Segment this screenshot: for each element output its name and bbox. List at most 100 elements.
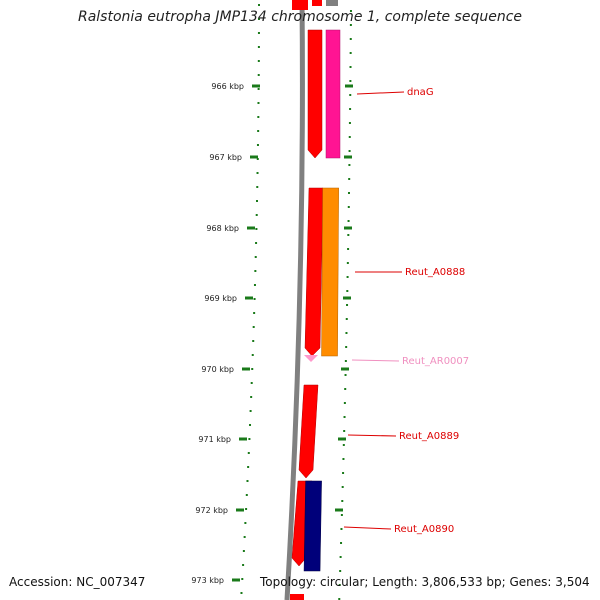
gene-leader-line (356, 91, 405, 95)
ruler-dot (246, 480, 249, 482)
gene-label[interactable]: Reut_A0890 (394, 524, 454, 535)
ruler-dot (345, 318, 348, 320)
ruler-dot (349, 94, 352, 96)
gene-label[interactable]: Reut_A0889 (399, 431, 459, 442)
ruler-dot (257, 60, 260, 62)
rna-arrow (304, 355, 318, 362)
ruler-dot (257, 4, 260, 6)
ruler-dot (348, 150, 351, 152)
ruler-dot (346, 262, 349, 264)
gene-label[interactable]: dnaG (407, 87, 434, 98)
ruler-tick (247, 226, 255, 230)
ruler-dot (253, 298, 256, 300)
ruler-dot (251, 354, 254, 356)
ruler-dot (255, 242, 258, 244)
ruler-dot (253, 284, 256, 286)
ruler-dot (349, 52, 352, 54)
ruler-dot (254, 270, 257, 272)
ruler-dot (256, 158, 259, 160)
ruler-dot (346, 290, 349, 292)
gene-labels: dnaG Reut_A0888 Reut_AR0007 Reut_A0889 Reut_… (343, 87, 469, 535)
ruler-dot (241, 578, 244, 580)
feature-fragment (290, 594, 304, 600)
ruler-dot (341, 486, 344, 488)
ruler-dot (346, 304, 349, 306)
gene-arrow-forward (307, 29, 323, 159)
ruler-dot (249, 424, 252, 426)
ruler-dot (345, 346, 348, 348)
ruler-dot (349, 80, 352, 82)
ruler-dot (349, 24, 352, 26)
gene-label[interactable]: Reut_AR0007 (402, 356, 469, 367)
gene-label[interactable]: Reut_A0888 (405, 267, 465, 278)
ruler-dot (248, 438, 251, 440)
ruler-dot (342, 458, 345, 460)
summary-text: Topology: circular; Length: 3,806,533 bp… (260, 575, 590, 589)
ruler-dot (256, 172, 259, 174)
ruler-tick (345, 84, 353, 88)
ruler-dot (338, 584, 341, 586)
ruler-tick-label: 971 kbp (198, 435, 231, 444)
ruler-dot (348, 122, 351, 124)
ruler-dot (344, 388, 347, 390)
ruler-dot (348, 136, 351, 138)
ruler-dot (242, 564, 245, 566)
ruler-dot (257, 88, 260, 90)
ruler-dot (347, 248, 350, 250)
ruler-dot (340, 514, 343, 516)
ruler-dot (250, 382, 253, 384)
gene-leader-line (343, 526, 392, 530)
ruler-tick (344, 226, 352, 230)
feature-fragment (312, 0, 322, 6)
ruler-tick-label: 970 kbp (201, 365, 234, 374)
ruler-tick (338, 437, 346, 441)
gene-leader-line (347, 434, 397, 437)
ruler-tick (250, 155, 258, 159)
gene-leader-line (351, 359, 400, 362)
ruler-tick-label: 973 kbp (191, 576, 224, 585)
ruler-dot (257, 74, 260, 76)
ruler-dot (344, 374, 347, 376)
ruler-dot (348, 164, 351, 166)
ruler-dot (250, 396, 253, 398)
ruler-tick-label: 969 kbp (204, 294, 237, 303)
ruler-dot (257, 102, 260, 104)
ruler-dot (342, 472, 345, 474)
ruler-dot (257, 130, 260, 132)
ruler-dot (254, 256, 257, 258)
ruler-tick (252, 84, 260, 88)
ruler-dot (252, 340, 255, 342)
ruler-dot (349, 10, 352, 12)
ruler-dot (345, 332, 348, 334)
ruler-dot (256, 144, 259, 146)
ruler-dot (256, 200, 258, 202)
ruler-dot (348, 178, 351, 180)
gene-Reut_A0888-block (321, 187, 339, 357)
ruler-dot (255, 214, 258, 216)
gene-arrow-forward (298, 384, 319, 479)
ruler-dot (339, 570, 342, 572)
ruler-dot (257, 18, 260, 20)
ruler-tick (242, 367, 250, 371)
ruler-dot (253, 312, 256, 314)
ruler-tick (344, 155, 352, 159)
ruler-dot (244, 522, 247, 524)
ruler-dot (245, 508, 248, 510)
ruler-dot (243, 536, 246, 538)
feature-fragment (292, 0, 308, 10)
ruler-dot (247, 466, 250, 468)
ruler-dot (343, 402, 346, 404)
ruler-dot (340, 528, 343, 530)
ruler-tick-label: 968 kbp (206, 224, 239, 233)
ruler-dots (240, 4, 352, 600)
ruler-dot (346, 276, 349, 278)
gene-arrow-forward (304, 187, 324, 357)
ruler-dot (347, 206, 350, 208)
ruler-dot (340, 542, 343, 544)
ruler-dot (338, 598, 341, 600)
ruler-dot (347, 220, 350, 222)
ruler-dot (257, 32, 260, 34)
ruler-tick (245, 296, 253, 300)
